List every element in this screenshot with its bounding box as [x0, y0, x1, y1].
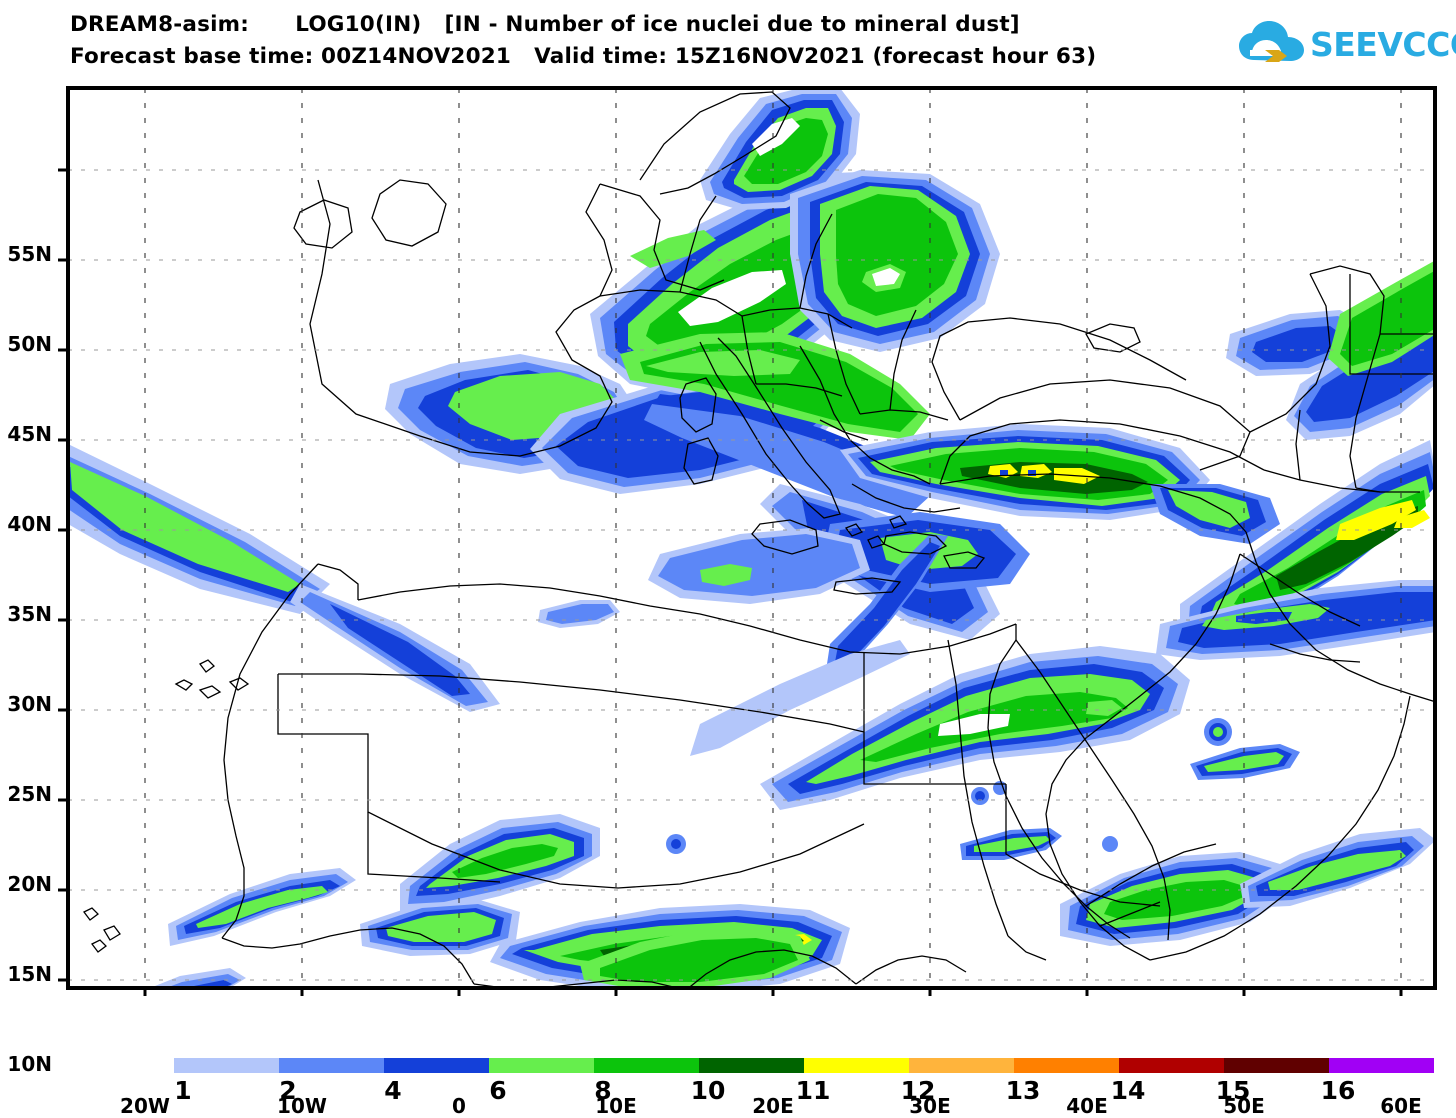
seevccc-logo: SEEVCCC — [1238, 20, 1456, 72]
colorbar-cell-orange — [1014, 1058, 1119, 1073]
colorbar-tick-8: 8 — [594, 1076, 612, 1105]
colorbar-tick-11: 11 — [795, 1076, 831, 1105]
colorbar-tick-12: 12 — [900, 1076, 936, 1105]
colorbar-tick-10: 10 — [690, 1076, 726, 1105]
chart-header: DREAM8-asim: LOG10(IN) [IN - Number of i… — [0, 0, 1456, 84]
colorbar-tick-4: 4 — [384, 1076, 402, 1105]
colorbar-cell-light-green — [489, 1058, 594, 1073]
logo-wordmark: SEEVCCC — [1310, 25, 1456, 64]
forecast-map: 55N 50N 45N 40N 35N 30N 25N 20N 15N 10N … — [0, 84, 1456, 1118]
colorbar-cell-yellow — [804, 1058, 909, 1073]
arrow-icon — [1265, 50, 1287, 62]
map-canvas — [58, 86, 1437, 996]
colorbar-tick-6: 6 — [489, 1076, 507, 1105]
colorbar-cell-green — [594, 1058, 699, 1073]
y-tick-label-30N: 30N — [7, 692, 52, 716]
colorbar: 1 2 4 6 8 10 11 12 13 14 15 16 — [0, 1046, 1456, 1110]
y-tick-label-25N: 25N — [7, 782, 52, 806]
y-tick-label-35N: 35N — [7, 602, 52, 626]
colorbar-cell-dark-green — [699, 1058, 804, 1073]
colorbar-cell-dark-red — [1119, 1058, 1224, 1073]
colorbar-tick-2: 2 — [279, 1076, 297, 1105]
colorbar-swatches — [174, 1058, 1434, 1073]
colorbar-cell-strong-blue — [384, 1058, 489, 1073]
colorbar-cell-medium-blue — [279, 1058, 384, 1073]
y-tick-label-45N: 45N — [7, 422, 52, 446]
axis-frame — [58, 86, 1437, 996]
y-tick-label-10N: 10N — [7, 1052, 52, 1076]
header-title-line: DREAM8-asim: LOG10(IN) [IN - Number of i… — [70, 12, 1020, 37]
dust-concentration-contours — [68, 88, 1435, 988]
colorbar-cell-maroon — [1224, 1058, 1329, 1073]
y-tick-label-15N: 15N — [7, 962, 52, 986]
colorbar-tick-15: 15 — [1215, 1076, 1251, 1105]
y-tick-label-40N: 40N — [7, 512, 52, 536]
y-tick-label-50N: 50N — [7, 332, 52, 356]
cloud-icon — [1239, 21, 1304, 62]
colorbar-cell-pale-blue — [174, 1058, 279, 1073]
y-tick-label-55N: 55N — [7, 242, 52, 266]
header-time-line: Forecast base time: 00Z14NOV2021 Valid t… — [70, 44, 1097, 69]
colorbar-cell-violet — [1329, 1058, 1434, 1073]
colorbar-cell-light-orange — [909, 1058, 1014, 1073]
y-tick-label-20N: 20N — [7, 872, 52, 896]
colorbar-tick-16: 16 — [1320, 1076, 1356, 1105]
colorbar-tick-1: 1 — [174, 1076, 192, 1105]
graticule-meridians — [144, 88, 1402, 988]
colorbar-tick-13: 13 — [1005, 1076, 1041, 1105]
colorbar-tick-14: 14 — [1110, 1076, 1146, 1105]
